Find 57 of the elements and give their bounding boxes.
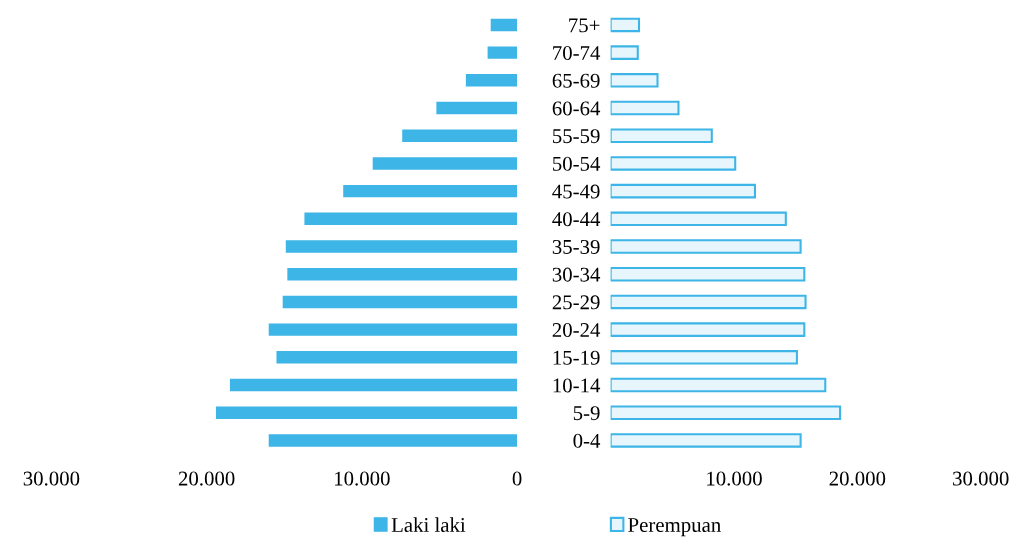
x-tick-label: 10.000 <box>707 471 762 486</box>
x-tick-label: 10.000 <box>335 471 390 486</box>
x-tick-label: 20.000 <box>829 471 886 486</box>
bar <box>610 322 806 337</box>
bar <box>610 73 659 88</box>
bar <box>343 184 518 198</box>
y-tick-label: 40-44 <box>552 212 601 227</box>
bar <box>610 239 802 254</box>
bar <box>610 128 713 143</box>
bar <box>610 294 807 310</box>
y-tick-label: 5-9 <box>573 406 600 421</box>
bar <box>487 46 518 59</box>
y-tick-label: 45-49 <box>552 184 600 199</box>
y-tick-label: 20-24 <box>552 323 601 338</box>
bar <box>610 433 802 448</box>
bar <box>490 18 518 32</box>
y-tick-label: 75+ <box>569 18 600 33</box>
y-tick-label: 30-34 <box>552 267 601 282</box>
y-tick-label: 55-59 <box>553 129 600 144</box>
y-tick-label: 0-4 <box>573 433 601 448</box>
bar <box>268 434 518 447</box>
x-tick-label: 20.000 <box>178 471 235 486</box>
y-tick-label: 65-69 <box>552 73 600 88</box>
bar <box>285 240 518 253</box>
x-tick-label: 30.000 <box>23 471 80 486</box>
bar <box>229 378 518 392</box>
y-tick-label: 10-14 <box>553 378 601 393</box>
bar <box>610 377 827 393</box>
bar <box>268 323 518 336</box>
bar <box>610 211 787 227</box>
bar <box>610 45 639 60</box>
y-tick-label: 60-64 <box>552 101 601 116</box>
bar <box>610 350 798 365</box>
bar <box>304 212 518 226</box>
bar <box>610 266 806 282</box>
bar <box>215 406 518 419</box>
bar <box>610 405 842 420</box>
bar <box>282 295 518 309</box>
y-tick-label: 50-54 <box>553 156 601 171</box>
y-tick-label: 35-39 <box>552 239 600 254</box>
x-tick-label: 30.000 <box>953 471 1009 486</box>
bar <box>610 17 641 33</box>
y-tick-label: 70-74 <box>553 46 601 61</box>
legend-label: Perempuan <box>628 518 721 537</box>
bar <box>287 268 518 281</box>
legend-label: Laki laki <box>391 517 466 533</box>
x-tick-label: 0 <box>512 471 522 486</box>
bar <box>402 129 518 142</box>
bar <box>436 101 518 115</box>
bar <box>276 351 518 364</box>
y-tick-label: 25-29 <box>552 295 600 310</box>
bar <box>610 156 737 171</box>
bar <box>610 100 680 116</box>
y-tick-label: 15-19 <box>553 350 600 365</box>
bar <box>610 183 756 199</box>
bar <box>465 74 518 87</box>
bar <box>372 157 518 170</box>
